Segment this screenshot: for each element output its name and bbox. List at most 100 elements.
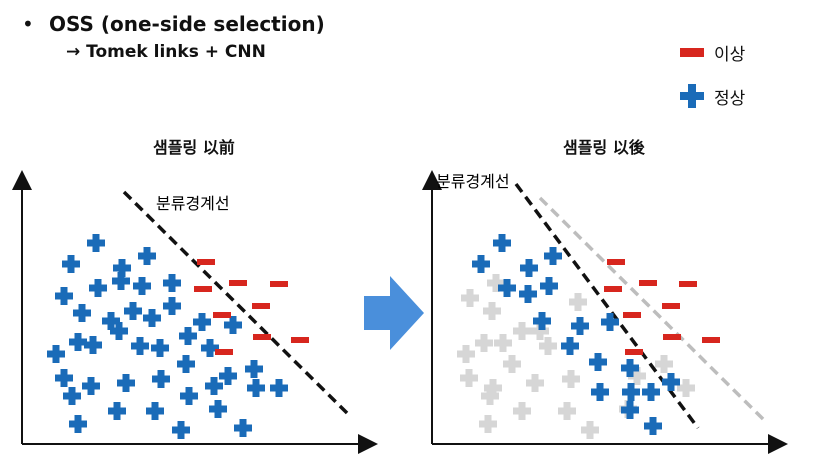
normal-plus-mark: [644, 417, 662, 435]
removed-plus-mark: [475, 334, 493, 352]
normal-plus-mark: [146, 402, 164, 420]
abnormal-dash-mark: [197, 259, 215, 265]
panel-title-after: 샘플링 以後: [563, 138, 645, 157]
normal-plus-mark: [63, 387, 81, 405]
legend-item-normal: 정상: [680, 74, 745, 118]
abnormal-dash-mark: [662, 303, 680, 309]
transition-arrow-icon: [364, 276, 424, 350]
normal-plus-mark: [472, 255, 490, 273]
abnormal-dash-mark: [604, 286, 622, 292]
legend-label-abnormal: 이상: [714, 44, 746, 65]
normal-plus-mark: [113, 259, 131, 277]
normal-plus-mark: [247, 379, 265, 397]
normal-plus-mark: [662, 373, 680, 391]
removed-plus-mark: [539, 337, 557, 355]
removed-plus-mark: [483, 302, 501, 320]
removed-plus-mark: [569, 293, 587, 311]
legend-label-normal: 정상: [714, 88, 746, 109]
normal-plus-mark: [143, 309, 161, 327]
before-marks: [47, 234, 309, 439]
normal-plus-mark: [47, 345, 65, 363]
normal-plus-mark: [69, 415, 87, 433]
abnormal-dash-mark: [702, 337, 720, 343]
normal-plus-mark: [87, 234, 105, 252]
normal-plus-mark: [84, 336, 102, 354]
normal-plus-mark: [55, 287, 73, 305]
normal-plus-mark: [209, 400, 227, 418]
abnormal-dash-mark: [270, 281, 288, 287]
abnormal-dash-mark: [213, 312, 231, 318]
abnormal-dash-mark: [253, 334, 271, 340]
normal-plus-mark: [62, 255, 80, 273]
normal-plus-mark: [151, 339, 169, 357]
removed-plus-mark: [460, 369, 478, 387]
normal-plus-mark: [172, 421, 190, 439]
normal-plus-mark: [152, 370, 170, 388]
removed-plus-mark: [479, 415, 497, 433]
removed-plus-mark: [457, 345, 475, 363]
normal-plus-mark: [193, 313, 211, 331]
normal-plus-mark: [234, 419, 252, 437]
normal-plus-mark: [224, 316, 242, 334]
normal-plus-mark: [69, 333, 87, 351]
normal-plus-mark: [131, 337, 149, 355]
normal-plus-mark: [138, 247, 156, 265]
removed-plus-mark: [581, 421, 599, 439]
abnormal-dash-mark: [252, 303, 270, 309]
normal-plus-mark: [179, 327, 197, 345]
normal-plus-mark: [520, 259, 538, 277]
after-boundary-line: [514, 182, 700, 430]
normal-plus-mark: [82, 377, 100, 395]
heading-line: • OSS (one-side selection): [22, 12, 325, 36]
abnormal-dash-mark: [679, 281, 697, 287]
normal-plus-mark: [540, 277, 558, 295]
after-old-boundary-line: [538, 196, 766, 422]
abnormal-dash-mark: [194, 286, 212, 292]
normal-plus-mark: [571, 317, 589, 335]
removed-plus-mark: [558, 402, 576, 420]
removed-plus-mark: [628, 367, 646, 385]
abnormal-dash-mark: [623, 312, 641, 318]
removed-plus-mark: [677, 379, 695, 397]
abnormal-dash-mark: [663, 334, 681, 340]
normal-plus-mark: [498, 279, 516, 297]
after-axes: [422, 170, 788, 454]
heading-title: OSS (one-side selection): [48, 12, 325, 36]
removed-plus-mark: [481, 387, 499, 405]
normal-plus-mark: [177, 355, 195, 373]
normal-plus-mark: [533, 312, 551, 330]
abnormal-dash-mark: [639, 280, 657, 286]
after-marks: [457, 234, 720, 439]
before-axes: [12, 170, 378, 454]
normal-plus-mark: [601, 313, 619, 331]
normal-plus-mark: [133, 277, 151, 295]
normal-plus-mark: [493, 234, 511, 252]
after-boundary-label: 분류경계선: [436, 172, 510, 191]
normal-plus-mark: [642, 383, 660, 401]
normal-plus-mark: [519, 285, 537, 303]
normal-plus-mark: [73, 304, 91, 322]
normal-plus-mark: [112, 272, 130, 290]
abnormal-dash-mark: [607, 259, 625, 265]
legend: 이상 정상: [680, 30, 745, 118]
normal-plus-mark: [55, 369, 73, 387]
abnormal-dash-mark: [625, 349, 643, 355]
normal-plus-mark: [589, 353, 607, 371]
blue-plus-icon: [680, 84, 704, 108]
legend-item-abnormal: 이상: [680, 30, 745, 74]
normal-plus-mark: [205, 377, 223, 395]
removed-plus-mark: [526, 374, 544, 392]
removed-plus-mark: [513, 322, 531, 340]
abnormal-dash-mark: [229, 280, 247, 286]
red-dash-icon: [680, 47, 704, 57]
removed-plus-mark: [503, 355, 521, 373]
normal-plus-mark: [621, 359, 639, 377]
abnormal-dash-mark: [291, 337, 309, 343]
normal-plus-mark: [102, 312, 120, 330]
normal-plus-mark: [201, 339, 219, 357]
abnormal-dash-mark: [215, 349, 233, 355]
before-boundary-label: 분류경계선: [156, 194, 230, 213]
removed-plus-mark: [531, 322, 549, 340]
normal-plus-mark: [219, 367, 237, 385]
